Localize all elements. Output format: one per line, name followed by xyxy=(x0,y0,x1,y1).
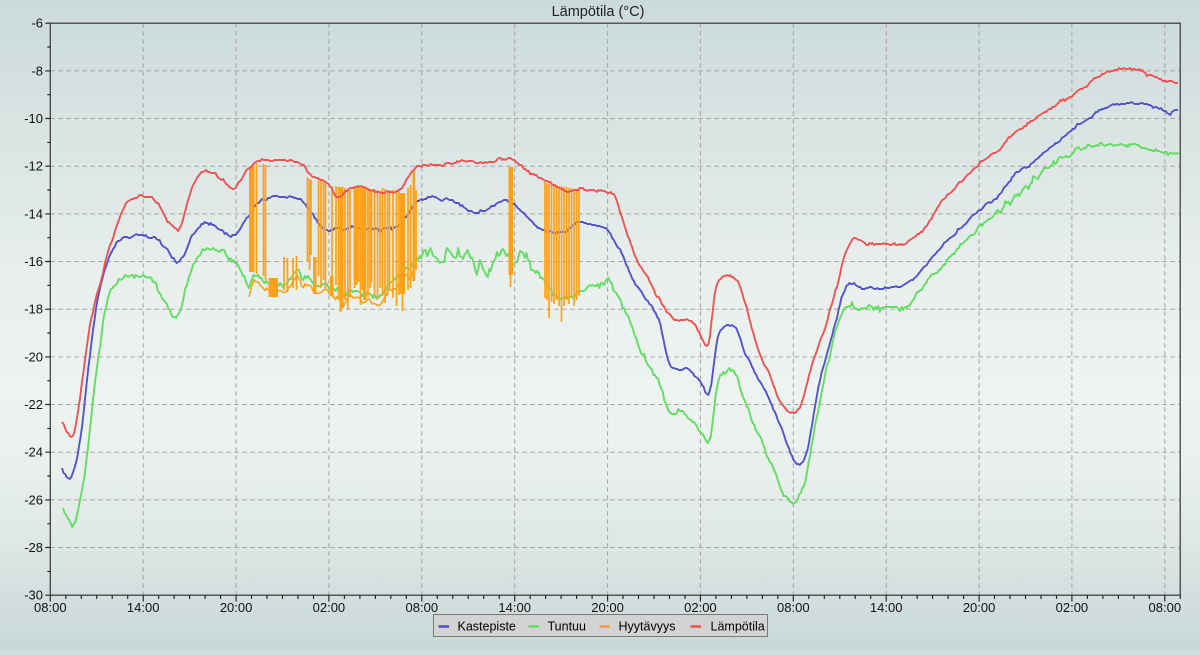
svg-text:-12: -12 xyxy=(24,159,43,174)
svg-text:-16: -16 xyxy=(24,254,43,269)
svg-text:20:00: 20:00 xyxy=(220,600,253,615)
svg-text:-24: -24 xyxy=(24,445,43,460)
svg-text:-18: -18 xyxy=(24,302,43,317)
svg-text:14:00: 14:00 xyxy=(870,600,903,615)
svg-text:-20: -20 xyxy=(24,349,43,364)
svg-text:Lämpötila: Lämpötila xyxy=(711,620,765,634)
svg-text:14:00: 14:00 xyxy=(127,600,160,615)
svg-text:08:00: 08:00 xyxy=(1149,600,1182,615)
svg-text:-10: -10 xyxy=(24,111,43,126)
svg-text:-14: -14 xyxy=(24,206,43,221)
svg-text:-8: -8 xyxy=(31,63,43,78)
svg-text:-26: -26 xyxy=(24,492,43,507)
svg-text:08:00: 08:00 xyxy=(34,600,67,615)
svg-text:Lämpötila (°C): Lämpötila (°C) xyxy=(552,4,645,20)
svg-text:20:00: 20:00 xyxy=(963,600,996,615)
svg-text:-22: -22 xyxy=(24,397,43,412)
svg-text:Hyytävyys: Hyytävyys xyxy=(619,620,676,634)
svg-text:08:00: 08:00 xyxy=(406,600,439,615)
svg-text:02:00: 02:00 xyxy=(313,600,346,615)
svg-text:14:00: 14:00 xyxy=(498,600,531,615)
svg-text:Tuntuu: Tuntuu xyxy=(548,620,587,634)
svg-text:02:00: 02:00 xyxy=(1056,600,1089,615)
svg-text:08:00: 08:00 xyxy=(777,600,810,615)
svg-text:-6: -6 xyxy=(31,16,43,31)
svg-text:-30: -30 xyxy=(24,588,43,603)
svg-text:-28: -28 xyxy=(24,540,43,555)
svg-text:Kastepiste: Kastepiste xyxy=(458,620,516,634)
svg-text:20:00: 20:00 xyxy=(591,600,624,615)
svg-text:02:00: 02:00 xyxy=(684,600,717,615)
